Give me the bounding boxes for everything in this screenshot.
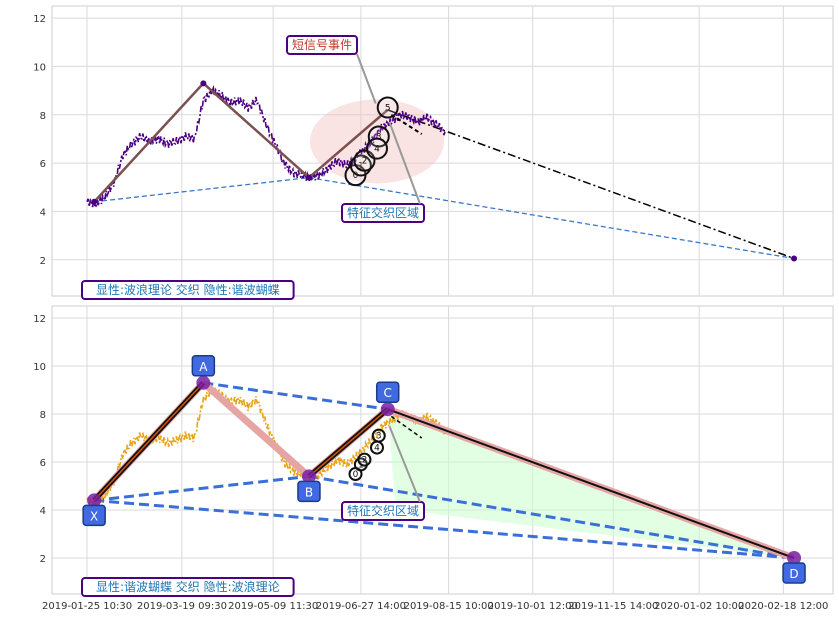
leg-inner-BC bbox=[308, 408, 389, 477]
harmonic-label-text-A: A bbox=[199, 360, 208, 374]
zone-label-top: 特征交织区域 bbox=[341, 203, 425, 223]
ytick-bottom-6: 6 bbox=[40, 458, 46, 469]
harmonic-dot-A bbox=[196, 375, 211, 390]
harmonic-dot-D bbox=[787, 551, 802, 565]
wave-marker-top-1-label: 1 bbox=[358, 162, 364, 172]
endpoint-dot bbox=[791, 255, 798, 262]
harmonic-dash-BD bbox=[308, 474, 795, 560]
harmonic-dash-XD bbox=[94, 498, 795, 560]
wave-marker-bottom-2: 2 bbox=[357, 452, 372, 467]
harmonic-label-box-D bbox=[782, 562, 806, 584]
harmonic-dash-XB bbox=[93, 474, 310, 502]
pivot-dot-1 bbox=[200, 80, 207, 87]
harmonic-label-box-A bbox=[191, 355, 216, 377]
short-signal-label-text: 短信号事件 bbox=[292, 38, 352, 52]
zone-arrow-bottom bbox=[388, 426, 421, 503]
pivot-dot-0 bbox=[91, 198, 98, 205]
ytick-top-12: 12 bbox=[33, 14, 46, 25]
wave-marker-bottom-2-label: 2 bbox=[362, 456, 368, 466]
harmonic-label-C: C bbox=[375, 381, 400, 403]
caption-bottom-box bbox=[81, 577, 295, 597]
ytick-bottom-2: 2 bbox=[40, 554, 46, 565]
harmonic-dash-AC bbox=[203, 381, 388, 411]
caption-top-text: 显性:波浪理论 交织 隐性:谐波蝴蝶 bbox=[96, 282, 280, 297]
wave-marker-top-5-ring bbox=[376, 96, 399, 119]
zone-label-bottom-box bbox=[341, 501, 425, 521]
ytick-bottom-12: 12 bbox=[33, 314, 46, 325]
zone-label-bottom-text: 特征交织区域 bbox=[347, 503, 419, 518]
ytick-top-2: 2 bbox=[40, 256, 46, 267]
harmonic-label-A: A bbox=[191, 355, 216, 377]
zone-label-top-box bbox=[341, 203, 425, 223]
caption-bottom: 显性:谐波蝴蝶 交织 隐性:波浪理论 bbox=[81, 577, 295, 597]
leg-inner-XA bbox=[93, 382, 204, 501]
short-signal-arrow bbox=[356, 53, 377, 104]
wave-marker-bottom-4: 4 bbox=[369, 440, 384, 455]
short-signal-label-box bbox=[286, 35, 358, 55]
zone-label-bottom: 特征交织区域 bbox=[341, 501, 425, 521]
wave-marker-top-2-label: 2 bbox=[362, 157, 368, 167]
price-line-top bbox=[86, 84, 446, 208]
harmonic-label-text-X: X bbox=[90, 509, 98, 523]
xtick-3: 2019-06-27 14:00 bbox=[316, 601, 406, 612]
harmonic-label-box-C bbox=[375, 381, 400, 403]
harmonic-label-text-B: B bbox=[305, 485, 313, 499]
leg-shadow-AB bbox=[201, 380, 312, 480]
wave-marker-top-5-label: 5 bbox=[385, 104, 391, 114]
xtick-5: 2019-10-01 12:00 bbox=[488, 601, 578, 612]
ytick-top-8: 8 bbox=[40, 111, 46, 122]
xtick-1: 2019-03-19 09:30 bbox=[137, 601, 227, 612]
ytick-bottom-8: 8 bbox=[40, 410, 46, 421]
wave-marker-bottom-3-label: 3 bbox=[376, 432, 382, 442]
pivot-dot-2 bbox=[305, 174, 312, 181]
wave-marker-bottom-3: 3 bbox=[371, 428, 386, 443]
wave-marker-top-5: 5 bbox=[376, 96, 399, 119]
ytick-top-4: 4 bbox=[40, 207, 46, 218]
short-signal-label: 短信号事件 bbox=[286, 35, 358, 55]
harmonic-label-B: B bbox=[297, 480, 321, 503]
wave-marker-bottom-2-ring bbox=[357, 452, 372, 467]
xtick-4: 2019-08-15 10:00 bbox=[404, 601, 494, 612]
wave-marker-top-0-label: 0 bbox=[353, 171, 359, 181]
harmonic-dot-B bbox=[301, 469, 316, 484]
caption-top: 显性:波浪理论 交织 隐性:谐波蝴蝶 bbox=[81, 280, 295, 300]
wave-line-1 bbox=[308, 108, 389, 179]
ytick-bottom-10: 10 bbox=[33, 362, 46, 373]
xtick-0: 2019-01-25 10:30 bbox=[42, 601, 132, 612]
plot-area-top bbox=[51, 5, 834, 297]
ytick-top-6: 6 bbox=[40, 159, 46, 170]
zone-arrow-top bbox=[388, 121, 421, 205]
harmonic-dot-C bbox=[380, 402, 395, 417]
leg-main-CD bbox=[387, 408, 795, 559]
wave-marker-bottom-4-ring bbox=[369, 440, 384, 455]
short-arrow-top bbox=[390, 113, 423, 135]
ytick-top-10: 10 bbox=[33, 62, 46, 73]
harmonic-label-D: D bbox=[782, 562, 806, 584]
harmonic-label-text-D: D bbox=[789, 567, 798, 581]
caption-top-box bbox=[81, 280, 295, 300]
harmonic-dot-X bbox=[87, 493, 102, 508]
wave-marker-top-4: 4 bbox=[365, 137, 388, 160]
xtick-7: 2020-01-02 10:00 bbox=[654, 601, 744, 612]
wave-marker-top-4-ring bbox=[365, 137, 388, 160]
zone-label-top-text: 特征交织区域 bbox=[347, 205, 419, 220]
harmonic-label-box-X bbox=[82, 504, 106, 527]
xtick-8: 2020-02-18 12:00 bbox=[738, 601, 828, 612]
wave-marker-bottom-4-label: 4 bbox=[374, 444, 380, 454]
wave-marker-bottom-0-label: 0 bbox=[353, 470, 359, 480]
caption-bottom-text: 显性:谐波蝴蝶 交织 隐性:波浪理论 bbox=[96, 579, 280, 594]
harmonic-label-box-B bbox=[297, 480, 321, 503]
ytick-bottom-4: 4 bbox=[40, 506, 46, 517]
wave-marker-top-3-label: 3 bbox=[376, 133, 382, 143]
xtick-2: 2019-05-09 11:30 bbox=[228, 601, 318, 612]
short-arrow-bottom bbox=[390, 415, 423, 439]
harmonic-label-text-C: C bbox=[384, 386, 392, 400]
wave-marker-top-4-label: 4 bbox=[374, 145, 380, 155]
xtick-6: 2019-11-15 14:00 bbox=[568, 601, 658, 612]
harmonic-label-X: X bbox=[82, 504, 106, 527]
